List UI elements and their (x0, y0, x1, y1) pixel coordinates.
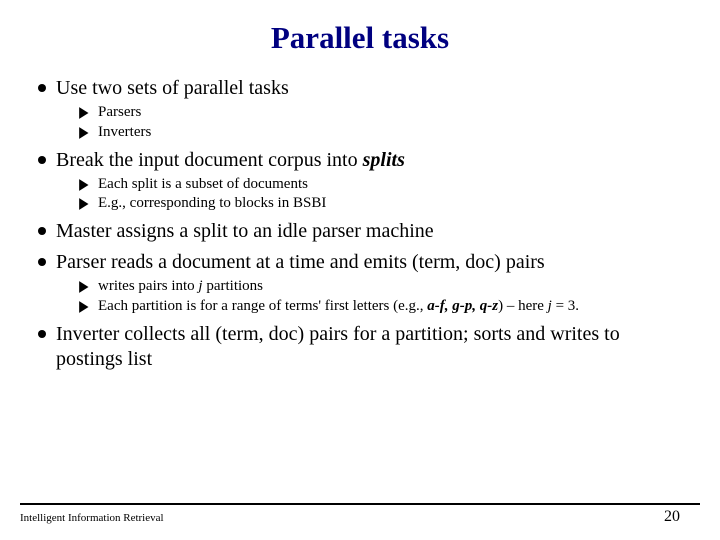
bullet-1-sublist: Parsers Inverters (38, 103, 690, 142)
slide-number: 20 (664, 508, 700, 526)
bullet-dot-icon (38, 258, 46, 266)
bullet-1-sub-2-text: Inverters (98, 123, 151, 142)
bullet-4-text: Parser reads a document at a time and em… (56, 250, 545, 275)
bullet-2-pre: Break the input document corpus into (56, 149, 363, 171)
bullet-dot-icon (38, 330, 46, 338)
bullet-dot-icon (38, 227, 46, 235)
arrow-icon (78, 197, 92, 211)
footer-rule (20, 503, 700, 505)
arrow-icon (78, 106, 92, 120)
bullet-1-text: Use two sets of parallel tasks (56, 76, 289, 101)
bullet-4-sub-2: Each partition is for a range of terms' … (78, 297, 690, 316)
bullet-4-sub-2-text: Each partition is for a range of terms' … (98, 297, 579, 316)
footer-left-text: Intelligent Information Retrieval (20, 512, 164, 524)
bullet-2-text: Break the input document corpus into spl… (56, 148, 405, 173)
bullet-3-text: Master assigns a split to an idle parser… (56, 219, 434, 244)
arrow-icon (78, 126, 92, 140)
arrow-icon (78, 300, 92, 314)
bullet-1-sub-1: Parsers (78, 103, 690, 122)
slide-container: Parallel tasks Use two sets of parallel … (0, 0, 720, 540)
bullet-dot-icon (38, 84, 46, 92)
bullet-3: Master assigns a split to an idle parser… (38, 219, 690, 244)
bullet-2: Break the input document corpus into spl… (38, 148, 690, 173)
arrow-icon (78, 280, 92, 294)
bullet-2-sublist: Each split is a subset of documents E.g.… (38, 175, 690, 214)
bullet-1-sub-2: Inverters (78, 123, 690, 142)
b4s2-pre: Each partition is for a range of terms' … (98, 298, 427, 314)
slide-title: Parallel tasks (30, 20, 690, 70)
bullet-2-sub-1-text: Each split is a subset of documents (98, 175, 308, 194)
bullet-4: Parser reads a document at a time and em… (38, 250, 690, 275)
bullet-2-em: splits (363, 149, 405, 171)
bullet-4-sub-1-text: writes pairs into j partitions (98, 277, 263, 296)
b4s1-post: partitions (203, 278, 263, 294)
bullet-list: Use two sets of parallel tasks Parsers I… (30, 76, 690, 372)
bullet-dot-icon (38, 156, 46, 164)
b4s2-ranges: a-f, g-p, q-z (427, 298, 498, 314)
bullet-1-sub-1-text: Parsers (98, 103, 141, 122)
bullet-1: Use two sets of parallel tasks (38, 76, 690, 101)
b4s1-pre: writes pairs into (98, 278, 198, 294)
b4s2-post: = 3. (552, 298, 579, 314)
footer: Intelligent Information Retrieval 20 (20, 508, 700, 526)
arrow-icon (78, 178, 92, 192)
bullet-2-sub-2-text: E.g., corresponding to blocks in BSBI (98, 194, 326, 213)
bullet-2-sub-1: Each split is a subset of documents (78, 175, 690, 194)
bullet-5: Inverter collects all (term, doc) pairs … (38, 322, 690, 372)
b4s2-mid: ) – here (498, 298, 548, 314)
bullet-5-text: Inverter collects all (term, doc) pairs … (56, 322, 690, 372)
bullet-2-sub-2: E.g., corresponding to blocks in BSBI (78, 194, 690, 213)
bullet-4-sub-1: writes pairs into j partitions (78, 277, 690, 296)
bullet-4-sublist: writes pairs into j partitions Each part… (38, 277, 690, 316)
